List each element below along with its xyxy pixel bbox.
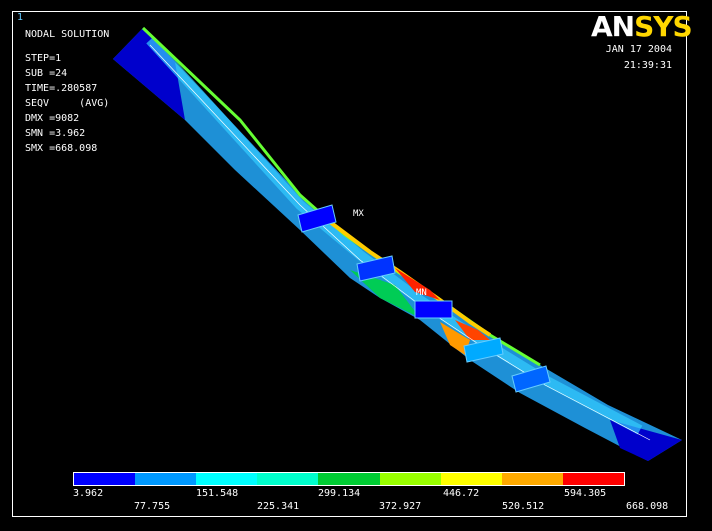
window-number: 1 <box>17 12 24 23</box>
strip-midline <box>146 36 643 435</box>
nodal-solution-title: NODAL SOLUTION <box>25 29 110 40</box>
legend-label-10: 668.098 <box>626 501 669 512</box>
support-block-1 <box>297 204 337 233</box>
legend-label-7: 446.72 <box>443 488 480 499</box>
date-label: JAN 17 2004 <box>605 44 672 55</box>
legend-label-1: 3.962 <box>73 488 104 499</box>
support-block-3 <box>414 300 453 319</box>
legend-swatch-8 <box>501 473 563 485</box>
legend-label-2: 77.755 <box>134 501 171 512</box>
dmx-value: DMX =9082 <box>25 113 80 124</box>
legend-swatch-5 <box>318 473 380 485</box>
viewport-frame <box>12 11 687 517</box>
logo-an: AN <box>591 10 635 43</box>
mx-marker: MX <box>353 209 364 219</box>
time-value: TIME=.280587 <box>25 83 98 94</box>
strip-end-left <box>113 28 185 120</box>
legend-label-8: 520.512 <box>502 501 545 512</box>
red-stress-zone-1 <box>395 268 440 300</box>
legend-swatch-3 <box>196 473 258 485</box>
contour-legend-bar <box>73 472 625 486</box>
smn-value: SMN =3.962 <box>25 128 86 139</box>
legend-swatch-4 <box>257 473 319 485</box>
legend-label-9: 594.305 <box>564 488 607 499</box>
seqv-label: SEQV (AVG) <box>25 98 110 109</box>
legend-swatch-1 <box>74 473 136 485</box>
legend-label-5: 299.134 <box>318 488 361 499</box>
legend-swatch-7 <box>440 473 502 485</box>
legend-swatch-2 <box>135 473 197 485</box>
red-stress-zone-2 <box>455 320 490 340</box>
support-block-4 <box>463 337 504 363</box>
strip-end-right <box>610 420 682 461</box>
orange-zone <box>440 322 470 355</box>
support-block-5 <box>511 365 551 393</box>
strip-upper-edge <box>141 26 541 367</box>
legend-label-6: 372.927 <box>379 501 422 512</box>
support-block-2 <box>356 255 396 282</box>
legend-swatch-9 <box>562 473 624 485</box>
smx-value: SMX =668.098 <box>25 143 98 154</box>
legend-label-3: 151.548 <box>196 488 239 499</box>
green-zone <box>350 270 420 318</box>
sub-value: SUB =24 <box>25 68 68 79</box>
time-label: 21:39:31 <box>623 60 672 71</box>
legend-label-4: 225.341 <box>257 501 300 512</box>
logo-sys: SYS <box>634 10 693 43</box>
mn-marker: MN <box>416 288 427 298</box>
legend-swatch-6 <box>379 473 441 485</box>
ansys-logo: ANSYS <box>591 10 693 43</box>
step-value: STEP=1 <box>25 53 62 64</box>
